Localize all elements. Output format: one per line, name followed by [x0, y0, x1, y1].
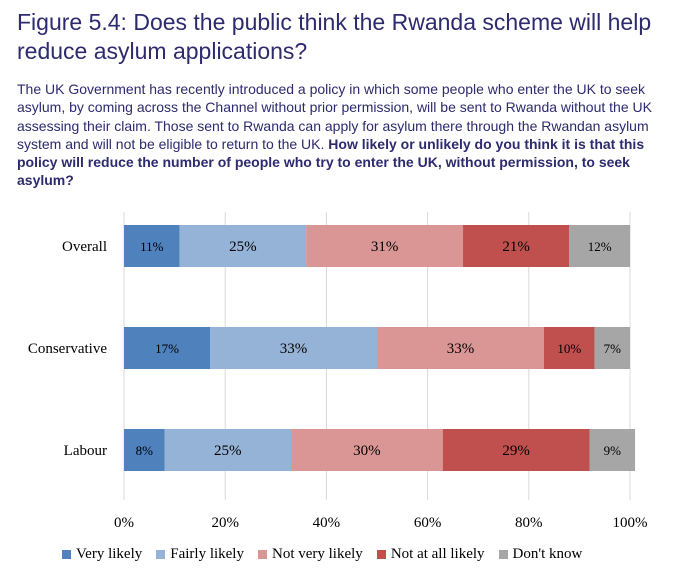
x-tick-label: 100%: [613, 515, 648, 531]
data-label: 17%: [155, 341, 179, 356]
legend-swatch: [498, 549, 508, 559]
data-label: 25%: [214, 443, 242, 459]
legend-swatch: [156, 549, 166, 559]
legend-label: Not at all likely: [390, 545, 485, 562]
data-label: 29%: [502, 443, 530, 459]
x-tick-label: 40%: [313, 515, 341, 531]
data-label: 33%: [447, 341, 475, 357]
legend-swatch: [257, 549, 267, 559]
category-label: Labour: [64, 443, 107, 459]
bar-segment: [569, 225, 630, 267]
bar-segment: [210, 327, 377, 369]
policy-description: The UK Government has recently introduce…: [17, 81, 652, 152]
x-tick-label: 80%: [515, 515, 543, 531]
data-label: 33%: [280, 341, 308, 357]
data-label: 21%: [502, 239, 530, 255]
bar-segment: [306, 225, 464, 267]
legend-label: Don't know: [512, 545, 583, 562]
bar-segment: [377, 327, 544, 369]
legend-item: Very likely: [62, 546, 142, 563]
legend-swatch: [62, 549, 71, 559]
legend-label: Fairly likely: [170, 545, 244, 562]
legend-swatch: [376, 549, 386, 559]
data-label: 7%: [604, 341, 622, 356]
x-tick-label: 60%: [414, 515, 442, 531]
legend-item: Not very likely: [257, 545, 363, 563]
data-label: 10%: [557, 341, 581, 356]
data-label: 8%: [136, 443, 154, 458]
x-tick-label: 0%: [114, 515, 134, 531]
data-label: 9%: [604, 443, 622, 458]
bar-segment: [543, 327, 595, 369]
data-label: 11%: [140, 239, 164, 254]
category-label: Conservative: [28, 341, 107, 357]
data-label: 25%: [229, 239, 257, 255]
data-label: 12%: [588, 239, 612, 254]
bar-segment: [124, 225, 180, 267]
legend-label: Not very likely: [271, 545, 363, 562]
data-label: 31%: [371, 239, 399, 255]
intro-text: The UK Government has recently introduce…: [17, 80, 677, 190]
bar-segment: [164, 429, 291, 471]
bar-segment: [290, 429, 443, 471]
bar-segment: [442, 429, 590, 471]
bar-segment: [124, 429, 165, 471]
legend-item: Don't know: [498, 545, 583, 563]
x-tick-label: 20%: [211, 515, 239, 531]
legend: Very likely Fairly likely Not very likely N…: [62, 543, 596, 565]
category-label: Overall: [62, 239, 107, 255]
bar-segment: [179, 225, 307, 267]
bar-segment: [463, 225, 570, 267]
survey-question: How likely or unlikely do you think it i…: [17, 135, 645, 189]
data-label: 30%: [353, 443, 381, 459]
legend-item: Not at all likely: [376, 545, 485, 563]
legend-label: Very likely: [76, 545, 143, 562]
bar-segment: [589, 429, 636, 471]
bar-segment: [124, 327, 211, 369]
legend-item: Fairly likely: [156, 546, 244, 563]
bar-segment: [594, 327, 630, 369]
chart-title: Figure 5.4: Does the public think the Rw…: [17, 9, 652, 64]
